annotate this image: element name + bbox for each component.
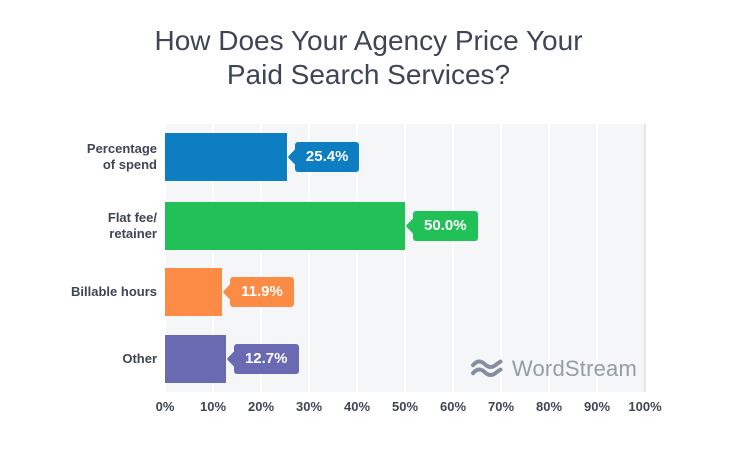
gridline bbox=[356, 124, 358, 392]
chart-title-line1: How Does Your Agency Price Your bbox=[154, 25, 583, 56]
bar bbox=[165, 335, 226, 383]
x-tick-label: 90% bbox=[583, 399, 611, 414]
wordstream-watermark: WordStream bbox=[470, 356, 637, 382]
gridline bbox=[596, 124, 598, 392]
bar bbox=[165, 268, 223, 316]
plot-area: 25.4% 50.0% 11.9% 12.7% WordStream bbox=[164, 124, 646, 392]
x-tick-label: 0% bbox=[155, 399, 175, 414]
category-label-billable-hours: Billable hours bbox=[71, 283, 157, 299]
gridline bbox=[452, 124, 454, 392]
wordstream-logotype: WordStream bbox=[511, 356, 637, 381]
x-tick-label: 70% bbox=[487, 399, 515, 414]
gridline bbox=[164, 124, 166, 392]
category-label-other: Other bbox=[122, 350, 157, 366]
value-callout: 25.4% bbox=[294, 142, 360, 172]
category-label-flat-fee-retainer: Flat fee/ retainer bbox=[107, 209, 157, 241]
chart-title: How Does Your Agency Price Your Paid Sea… bbox=[0, 24, 737, 91]
x-tick-label: 40% bbox=[343, 399, 371, 414]
waves-icon bbox=[470, 357, 504, 381]
gridline bbox=[548, 124, 550, 392]
x-tick-label: 30% bbox=[295, 399, 323, 414]
x-tick-label: 20% bbox=[247, 399, 275, 414]
x-tick-label: 60% bbox=[439, 399, 467, 414]
gridline bbox=[260, 124, 262, 392]
gridline bbox=[644, 124, 646, 392]
value-callout: 50.0% bbox=[413, 211, 478, 241]
bar bbox=[165, 133, 287, 181]
bar bbox=[165, 202, 405, 250]
x-tick-label: 100% bbox=[628, 399, 662, 414]
x-axis: 0% 10% 20% 30% 40% 50% 60% 70% 80% 90% 100% bbox=[156, 399, 662, 419]
category-label-percentage-of-spend: Percentage of spend bbox=[86, 140, 157, 172]
x-tick-label: 80% bbox=[535, 399, 563, 414]
chart-title-line2: Paid Search Services? bbox=[226, 58, 511, 90]
value-label: 50.0% bbox=[424, 217, 467, 234]
gridline bbox=[404, 124, 406, 392]
value-label: 25.4% bbox=[305, 148, 349, 165]
x-tick-label: 50% bbox=[391, 399, 419, 414]
value-callout: 12.7% bbox=[233, 344, 299, 374]
value-callout: 11.9% bbox=[230, 277, 294, 307]
x-tick-label: 10% bbox=[199, 399, 227, 414]
gridline bbox=[308, 124, 310, 392]
value-label: 11.9% bbox=[241, 283, 283, 300]
value-label: 12.7% bbox=[244, 350, 288, 367]
gridline bbox=[500, 124, 502, 392]
gridline bbox=[212, 124, 214, 392]
